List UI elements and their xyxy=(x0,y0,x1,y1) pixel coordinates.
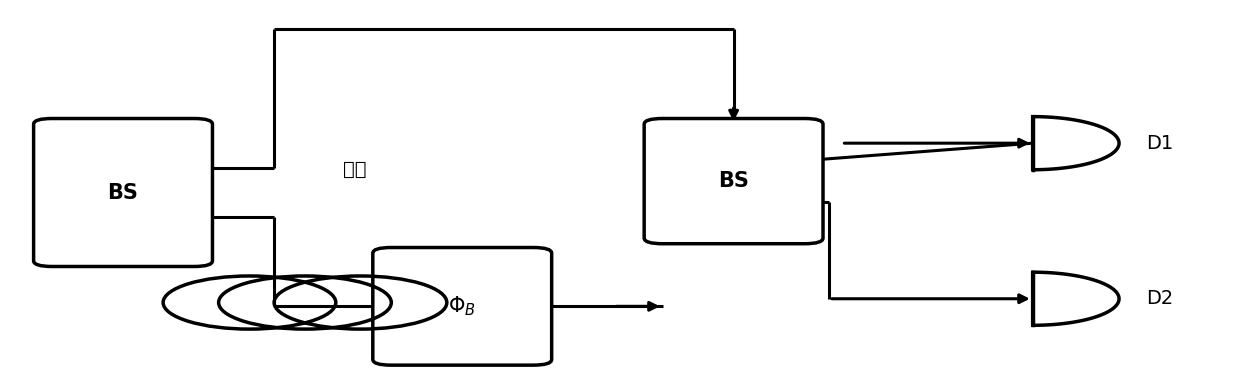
Text: 光纤: 光纤 xyxy=(342,160,366,179)
Polygon shape xyxy=(1032,272,1119,325)
Text: BS: BS xyxy=(108,182,139,203)
Text: D1: D1 xyxy=(1146,134,1173,153)
Text: D2: D2 xyxy=(1146,289,1173,308)
Polygon shape xyxy=(1032,117,1119,170)
Text: BS: BS xyxy=(719,171,750,191)
FancyBboxPatch shape xyxy=(33,119,212,266)
FancyBboxPatch shape xyxy=(644,119,823,244)
Text: $\Phi_{B}$: $\Phi_{B}$ xyxy=(449,295,476,318)
FancyBboxPatch shape xyxy=(373,248,551,365)
